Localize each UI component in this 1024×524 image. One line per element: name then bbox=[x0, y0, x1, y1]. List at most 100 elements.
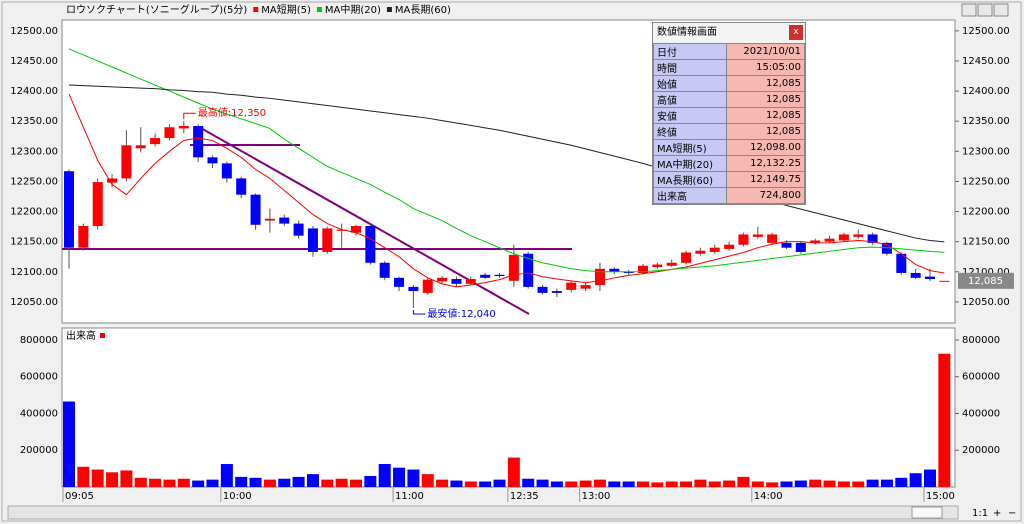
candle-body bbox=[336, 229, 347, 231]
x-tick-label: 13:00 bbox=[582, 491, 611, 502]
legend-swatch bbox=[316, 7, 322, 12]
x-tick-label: 15:00 bbox=[926, 491, 955, 502]
zoom-out[interactable]: − bbox=[1008, 508, 1016, 519]
info-value: 12,132.25 bbox=[726, 155, 805, 172]
volume-bar bbox=[651, 482, 664, 487]
candle-body bbox=[767, 234, 778, 243]
volume-bar bbox=[565, 481, 578, 487]
volume-bar bbox=[235, 476, 248, 487]
candle-body bbox=[121, 145, 132, 179]
last-price-tag bbox=[958, 272, 1014, 289]
legend-swatch bbox=[386, 7, 392, 12]
candle-body bbox=[666, 262, 677, 266]
volume-bar bbox=[393, 467, 406, 487]
volume-bar bbox=[192, 480, 205, 487]
candle-body bbox=[437, 277, 448, 282]
volume-bar bbox=[321, 479, 334, 487]
candle-body bbox=[724, 244, 735, 249]
info-key: MA長期(60) bbox=[653, 171, 727, 188]
info-row: 日付 2021/10/01 bbox=[653, 43, 805, 60]
info-key: 高値 bbox=[653, 91, 727, 108]
ma-line bbox=[68, 84, 945, 243]
volume-bar bbox=[550, 481, 563, 487]
volume-bar bbox=[737, 476, 750, 487]
candle-body bbox=[867, 234, 878, 243]
volume-bar bbox=[895, 477, 908, 487]
info-panel: 数値情報画面 x 日付 2021/10/01 時間 15:05:00 始値 12,085 高値… bbox=[652, 22, 806, 205]
candle-body bbox=[681, 252, 692, 263]
y-tick-label: 12050.00 bbox=[962, 297, 1010, 308]
y-tick-label: 12250.00 bbox=[962, 176, 1010, 187]
candle-body bbox=[566, 282, 577, 290]
zoom-ratio: 1:1 bbox=[972, 508, 988, 519]
y-tick-label: 12100.00 bbox=[10, 267, 58, 278]
x-tick-label: 11:00 bbox=[395, 491, 424, 502]
window-button[interactable] bbox=[977, 3, 993, 17]
candle-body bbox=[795, 242, 806, 252]
info-value: 2021/10/01 bbox=[726, 43, 805, 60]
volume-bar bbox=[335, 478, 348, 487]
ma-line bbox=[68, 93, 945, 288]
candle-body bbox=[207, 157, 218, 164]
info-key: 安値 bbox=[653, 107, 727, 124]
window-button[interactable] bbox=[993, 3, 1009, 17]
zoom-in[interactable]: + bbox=[993, 508, 1001, 519]
info-row: 高値 12,085 bbox=[653, 91, 805, 108]
volume-bar bbox=[206, 479, 219, 487]
info-value: 12,149.75 bbox=[726, 171, 805, 188]
candle-body bbox=[752, 234, 763, 237]
info-key: MA中期(20) bbox=[653, 155, 727, 172]
candle-body bbox=[307, 228, 318, 252]
candle-body bbox=[652, 264, 663, 267]
candle-body bbox=[551, 291, 562, 293]
info-row: MA長期(60) 12,149.75 bbox=[653, 171, 805, 188]
volume-bar bbox=[924, 469, 936, 487]
info-key: 日付 bbox=[653, 43, 727, 60]
x-tick-label: 12:35 bbox=[510, 491, 539, 502]
y-tick-label: 12200.00 bbox=[962, 207, 1010, 218]
volume-bar bbox=[522, 478, 535, 487]
candle-body bbox=[351, 226, 361, 233]
volume-bar bbox=[637, 481, 649, 487]
candle-body bbox=[379, 262, 390, 278]
legend-swatch bbox=[100, 333, 105, 338]
candle-body bbox=[695, 250, 706, 254]
candle-body bbox=[64, 171, 74, 248]
volume-bar bbox=[177, 478, 190, 487]
scrollbar[interactable] bbox=[7, 505, 959, 520]
scroll-thumb[interactable] bbox=[911, 506, 943, 519]
info-row: 終値 12,085 bbox=[653, 123, 805, 140]
candle-body bbox=[465, 279, 476, 284]
candle-body bbox=[781, 242, 792, 248]
volume-bar bbox=[622, 481, 635, 487]
close-button[interactable]: x bbox=[789, 25, 803, 40]
candle-body bbox=[896, 253, 907, 274]
candle-body bbox=[508, 254, 519, 281]
candle-body bbox=[925, 276, 935, 280]
candle-body bbox=[537, 286, 548, 293]
info-key: MA短期(5) bbox=[653, 139, 727, 156]
window-button[interactable] bbox=[961, 3, 977, 17]
volume-bar bbox=[852, 481, 865, 487]
y-tick-label: 600000 bbox=[20, 372, 58, 383]
y-tick-label: 12150.00 bbox=[10, 237, 58, 248]
candle-body bbox=[594, 268, 605, 286]
info-key: 終値 bbox=[653, 123, 727, 140]
annotation-leader bbox=[183, 112, 196, 120]
info-row: MA中期(20) 12,132.25 bbox=[653, 155, 805, 172]
info-value: 12,085 bbox=[726, 91, 805, 108]
volume-bar bbox=[909, 473, 922, 487]
volume-bar bbox=[450, 480, 463, 487]
volume-bar bbox=[91, 469, 104, 487]
volume-bar bbox=[751, 481, 764, 487]
candle-body bbox=[221, 163, 232, 179]
volume-bar bbox=[593, 479, 606, 487]
volume-bar bbox=[63, 401, 75, 487]
volume-bar bbox=[464, 481, 477, 487]
volume-title: 出来高 bbox=[66, 329, 96, 342]
y-tick-label: 12350.00 bbox=[10, 116, 58, 127]
y-tick-label: 12200.00 bbox=[10, 207, 58, 218]
volume-bar bbox=[837, 481, 850, 487]
volume-bar bbox=[866, 479, 879, 487]
